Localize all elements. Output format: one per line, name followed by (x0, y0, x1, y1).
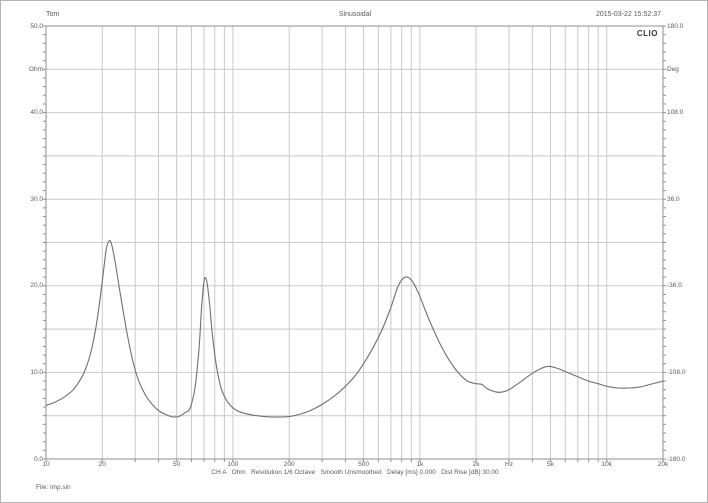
y-axis-label-left: 30.0 (30, 195, 43, 203)
x-axis-label: 10 (42, 461, 50, 468)
x-axis-label: 5k (547, 461, 554, 468)
axis-ticks (43, 25, 666, 462)
y-axis-label-left: 20.0 (30, 282, 43, 290)
file-name-label: File: imp.sin (36, 484, 71, 491)
x-axis-label: 20 (98, 461, 106, 468)
x-axis-label: 10k (601, 461, 612, 468)
x-axis-label: 1k (416, 461, 424, 468)
y-axis-label-right: 108.0 (667, 109, 684, 117)
timestamp: 2015-03-22 15:52:37 (596, 11, 661, 18)
y-axis-label-right: -180.0 (667, 455, 686, 463)
y-axis-label-right: 36.0 (667, 195, 680, 203)
x-axis-label: 500 (358, 461, 369, 468)
plot-grid (45, 25, 664, 460)
x-axis-label: 100 (227, 461, 239, 468)
y-axis-unit-right: Deg (667, 65, 679, 73)
x-axis-label: 20k (657, 461, 669, 468)
y-axis-label-left: 40.0 (30, 109, 43, 117)
x-axis-label: 200 (283, 461, 295, 468)
y-axis-label-right: -36.0 (667, 282, 682, 290)
measurement-type-title: Sinusoidal (338, 11, 372, 18)
impedance-curve (45, 240, 664, 418)
y-axis-label-left: 0.0 (33, 455, 43, 463)
y-axis-label-left: 10.0 (30, 368, 43, 376)
y-axis-label-right: -108.0 (667, 368, 686, 376)
y-axis-unit-left: Ohm (28, 65, 43, 73)
y-axis-label-left: 50.0 (30, 22, 43, 30)
y-axis-label-right: 180.0 (667, 22, 684, 30)
x-axis-label: 50 (173, 461, 181, 468)
measurement-status-line: CH A Ohm Resolution 1/6 Octave Smooth Un… (211, 469, 499, 476)
measurement-name: Tom (46, 11, 60, 18)
x-axis-unit: Hz (505, 461, 513, 468)
x-axis-label: 2k (472, 461, 480, 468)
plot-border (45, 25, 664, 460)
clio-logo: CLIO (636, 29, 658, 38)
